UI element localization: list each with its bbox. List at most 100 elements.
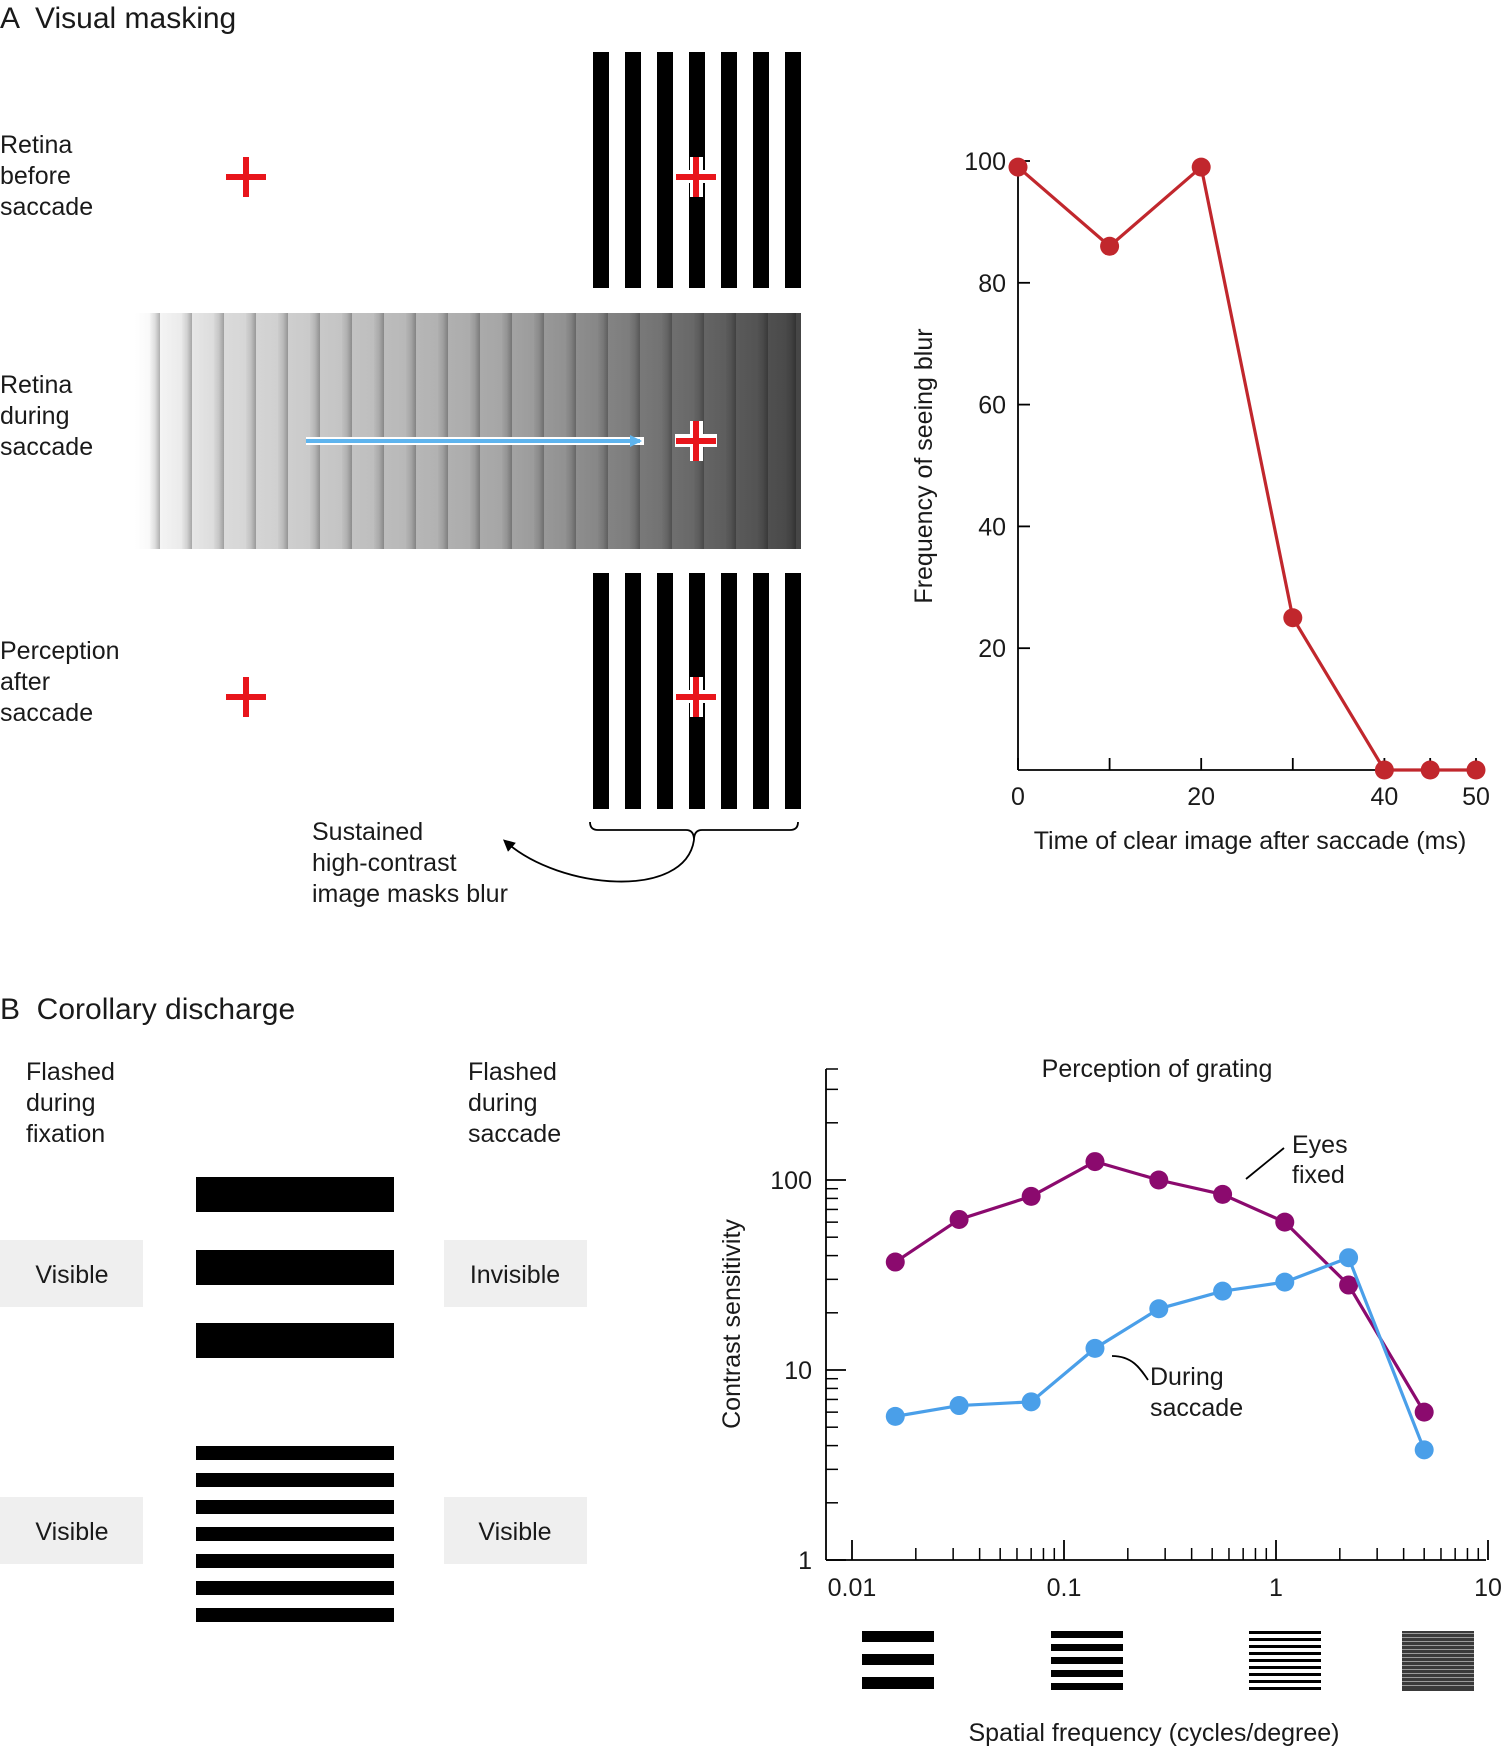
coarse-grating [196, 1177, 394, 1358]
chart-a-x-label: Time of clear image after saccade (ms) [1034, 827, 1467, 855]
fixation-cross-icon [226, 157, 266, 197]
fine-grating [196, 1446, 394, 1622]
chart-b-x-tick-label: 10 [1474, 1574, 1502, 1602]
column-header-fixation-line1: Flashed [26, 1058, 115, 1086]
fixation-cross-icon [226, 677, 266, 717]
grating-icon-mid [1051, 1631, 1123, 1690]
chart-b-x-tick-label: 1 [1269, 1574, 1283, 1602]
chart-b-data-point [1339, 1248, 1359, 1268]
column-header-fixation-line2: during [26, 1089, 96, 1117]
mask-annotation: Sustained high-contrast image masks blur [312, 818, 508, 908]
chart-b-data-point [1275, 1212, 1295, 1232]
chart-a-data-point [1283, 608, 1303, 628]
blurred-grating [135, 313, 801, 549]
row-label-during: Retina during saccade [0, 371, 93, 461]
chart-a-data-point [1374, 760, 1394, 780]
chart-b-data-point [1414, 1440, 1434, 1460]
legend-during-saccade-line2: saccade [1150, 1394, 1243, 1422]
chart-a-y-tick-label: 20 [978, 635, 1006, 663]
badge-coarse-saccade: Invisible [444, 1240, 587, 1307]
row-label-during-line1: Retina [0, 371, 72, 399]
chart-a-series [1008, 157, 1486, 780]
column-header-saccade-line1: Flashed [468, 1058, 557, 1086]
grating-cross-icon [675, 677, 717, 717]
column-header-saccade: Flashed during saccade [468, 1058, 561, 1148]
chart-a-y-tick-label: 60 [978, 392, 1006, 420]
row-label-after: Perception after saccade [0, 637, 120, 727]
grating-icon-very-high [1402, 1631, 1474, 1691]
legend-during-saccade: During saccade [1111, 1355, 1243, 1422]
chart-b-ticks: 100 10 1 0.01 0.1 1 10 [770, 1068, 1502, 1602]
row-label-before-line3: saccade [0, 193, 93, 221]
badge-fine-saccade: Visible [444, 1497, 587, 1564]
panel-b-title: B Corollary discharge [0, 993, 295, 1026]
chart-b-data-point [1021, 1186, 1041, 1206]
chart-b-data-point [1213, 1184, 1233, 1204]
chart-a-y-tick-label: 100 [964, 148, 1006, 176]
chart-a-x-tick-label: 20 [1187, 783, 1215, 811]
grating-cross-icon [675, 157, 717, 197]
grating-after [593, 573, 801, 809]
chart-b-title: Perception of grating [1042, 1055, 1273, 1083]
chart-b-x-tick-label: 0.01 [828, 1574, 877, 1602]
chart-a-data-point [1191, 157, 1211, 177]
row-label-during-line3: saccade [0, 433, 93, 461]
mask-annotation-line2: high-contrast [312, 849, 457, 877]
chart-a-x-tick-label: 40 [1370, 783, 1398, 811]
chart-a-data-point [1100, 236, 1120, 256]
chart-b-data-point [949, 1396, 969, 1416]
legend-eyes-fixed-line1: Eyes [1292, 1131, 1348, 1159]
row-label-after-line3: saccade [0, 699, 93, 727]
chart-b-data-point [1085, 1152, 1105, 1172]
chart-a-y-tick-label: 40 [978, 513, 1006, 541]
legend-eyes-fixed: Eyes fixed [1245, 1131, 1348, 1189]
column-header-saccade-line3: saccade [468, 1120, 561, 1148]
chart-b-data-point [1149, 1170, 1169, 1190]
row-label-after-line1: Perception [0, 637, 120, 665]
blur-frequency-chart: Frequency of seeing blur Time of clear i… [910, 148, 1490, 855]
contrast-sensitivity-chart: Perception of grating Contrast sensitivi… [718, 1055, 1502, 1747]
badge-fine-fixation-text: Visible [35, 1518, 108, 1546]
chart-b-y-tick-label: 100 [770, 1167, 812, 1195]
row-label-during-line2: during [0, 402, 70, 430]
chart-a-y-label: Frequency of seeing blur [910, 328, 938, 603]
column-header-saccade-line2: during [468, 1089, 538, 1117]
grating-icon-low [862, 1631, 934, 1689]
chart-a-x-tick-label: 50 [1462, 783, 1490, 811]
chart-b-x-label: Spatial frequency (cycles/degree) [968, 1719, 1339, 1747]
row-label-before: Retina before saccade [0, 131, 93, 221]
chart-b-data-point [1414, 1402, 1434, 1422]
chart-b-data-point [1085, 1338, 1105, 1358]
grating-cross-icon [675, 421, 717, 461]
chart-a-data-point [1420, 760, 1440, 780]
chart-b-y-label: Contrast sensitivity [718, 1219, 746, 1429]
badge-coarse-fixation: Visible [0, 1240, 143, 1307]
chart-a-data-point [1466, 760, 1486, 780]
legend-during-saccade-line1: During [1150, 1363, 1224, 1391]
mask-annotation-line3: image masks blur [312, 880, 508, 908]
chart-b-y-tick-label: 10 [784, 1357, 812, 1385]
chart-a-x-tick-label: 0 [1011, 783, 1025, 811]
column-header-fixation: Flashed during fixation [26, 1058, 115, 1148]
chart-b-y-tick-label: 1 [798, 1547, 812, 1575]
chart-b-series [885, 1152, 1434, 1460]
chart-b-data-point [885, 1252, 905, 1272]
badge-fine-saccade-text: Visible [478, 1518, 551, 1546]
grating-icon-high [1249, 1631, 1321, 1690]
mask-arrow [503, 839, 695, 883]
badge-fine-fixation: Visible [0, 1497, 143, 1564]
legend-eyes-fixed-line2: fixed [1292, 1161, 1345, 1189]
chart-b-data-point [885, 1406, 905, 1426]
row-label-before-line1: Retina [0, 131, 72, 159]
grating-brace [589, 821, 799, 841]
chart-b-data-point [1149, 1299, 1169, 1319]
column-header-fixation-line3: fixation [26, 1120, 105, 1148]
chart-b-data-point [1021, 1392, 1041, 1412]
chart-b-data-point [949, 1209, 969, 1229]
chart-b-x-tick-label: 0.1 [1047, 1574, 1082, 1602]
chart-a-series-line [1016, 164, 1476, 772]
row-label-before-line2: before [0, 162, 71, 190]
chart-a-data-point [1008, 157, 1028, 177]
chart-a-ticks: 100 80 60 40 20 0 20 40 50 [964, 148, 1490, 811]
